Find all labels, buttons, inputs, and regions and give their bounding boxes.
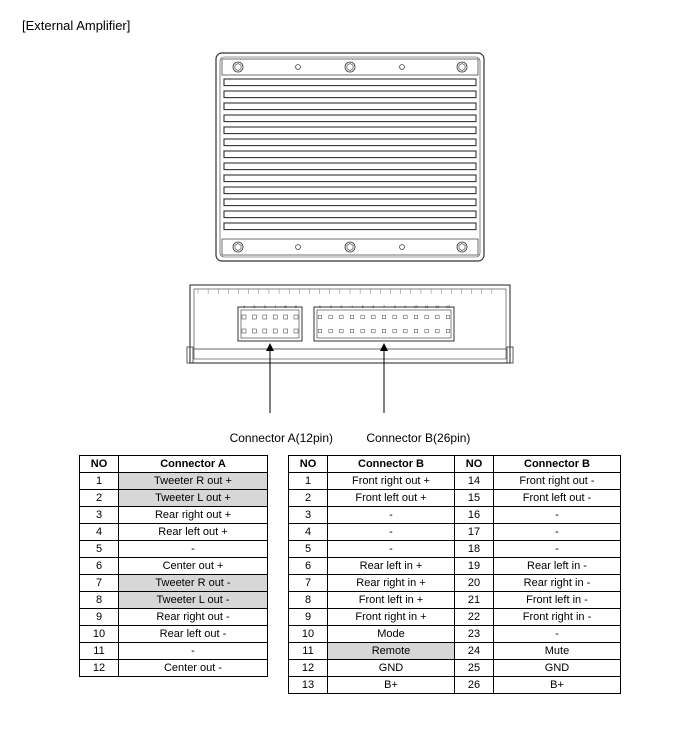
table-row: 9Front right in + 22Front right in -: [289, 609, 621, 626]
table-row: 6Rear left in + 19Rear left in -: [289, 558, 621, 575]
table-row: 13B+ 26B+: [289, 677, 621, 694]
svg-text:1: 1: [319, 305, 321, 309]
svg-text:5: 5: [362, 305, 364, 309]
tableB-head-val-l: Connector B: [328, 456, 455, 473]
table-row: 3Rear right out +: [80, 507, 268, 524]
svg-text:2: 2: [330, 305, 332, 309]
table-row: 7Rear right in + 20Rear right in -: [289, 575, 621, 592]
table-row: 8Tweeter L out -: [80, 592, 268, 609]
table-row: 7Tweeter R out -: [80, 575, 268, 592]
table-row: 10Rear left out -: [80, 626, 268, 643]
table-row: 9Rear right out -: [80, 609, 268, 626]
svg-text:6: 6: [372, 305, 374, 309]
table-row: 5-: [80, 541, 268, 558]
tableA-head-no: NO: [80, 456, 119, 473]
svg-text:7: 7: [383, 305, 385, 309]
table-row: 1Front right out + 14Front right out -: [289, 473, 621, 490]
svg-text:8: 8: [394, 305, 396, 309]
amplifier-figure: 12345612345678910111213: [22, 47, 678, 423]
tableB-head-no-r: NO: [455, 456, 494, 473]
connector-b-label: Connector B(26pin): [366, 431, 470, 445]
tableB-head-no-l: NO: [289, 456, 328, 473]
table-row: 1Tweeter R out +: [80, 473, 268, 490]
svg-text:4: 4: [351, 305, 353, 309]
amplifier-top-svg: [210, 47, 490, 277]
svg-text:11: 11: [425, 305, 429, 309]
table-row: 4- 17-: [289, 524, 621, 541]
connector-a-label: Connector A(12pin): [230, 431, 333, 445]
table-row: 3- 16-: [289, 507, 621, 524]
connector-b-table: NO Connector B NO Connector B 1Front rig…: [288, 455, 621, 694]
table-row: 2Front left out + 15Front left out -: [289, 490, 621, 507]
table-row: 11-: [80, 643, 268, 660]
table-row: 2Tweeter L out +: [80, 490, 268, 507]
table-row: 4Rear left out +: [80, 524, 268, 541]
tableB-head-val-r: Connector B: [494, 456, 621, 473]
table-row: 12GND 25GND: [289, 660, 621, 677]
table-row: 5- 18-: [289, 541, 621, 558]
connector-labels: Connector A(12pin) Connector B(26pin): [22, 431, 678, 445]
amplifier-front-svg: 12345612345678910111213: [185, 280, 515, 420]
svg-text:13: 13: [446, 305, 450, 309]
page-title: [External Amplifier]: [22, 18, 678, 33]
tableA-head-val: Connector A: [119, 456, 268, 473]
svg-text:3: 3: [340, 305, 342, 309]
table-row: 6Center out +: [80, 558, 268, 575]
svg-text:9: 9: [404, 305, 406, 309]
svg-text:12: 12: [435, 305, 439, 309]
table-row: 8Front left in + 21Front left in -: [289, 592, 621, 609]
table-row: 10Mode 23-: [289, 626, 621, 643]
connector-a-table: NOConnector A1Tweeter R out +2Tweeter L …: [79, 455, 268, 677]
table-row: 12Center out -: [80, 660, 268, 677]
table-row: 11Remote 24Mute: [289, 643, 621, 660]
svg-text:10: 10: [414, 305, 418, 309]
pinout-tables: NOConnector A1Tweeter R out +2Tweeter L …: [22, 455, 678, 694]
